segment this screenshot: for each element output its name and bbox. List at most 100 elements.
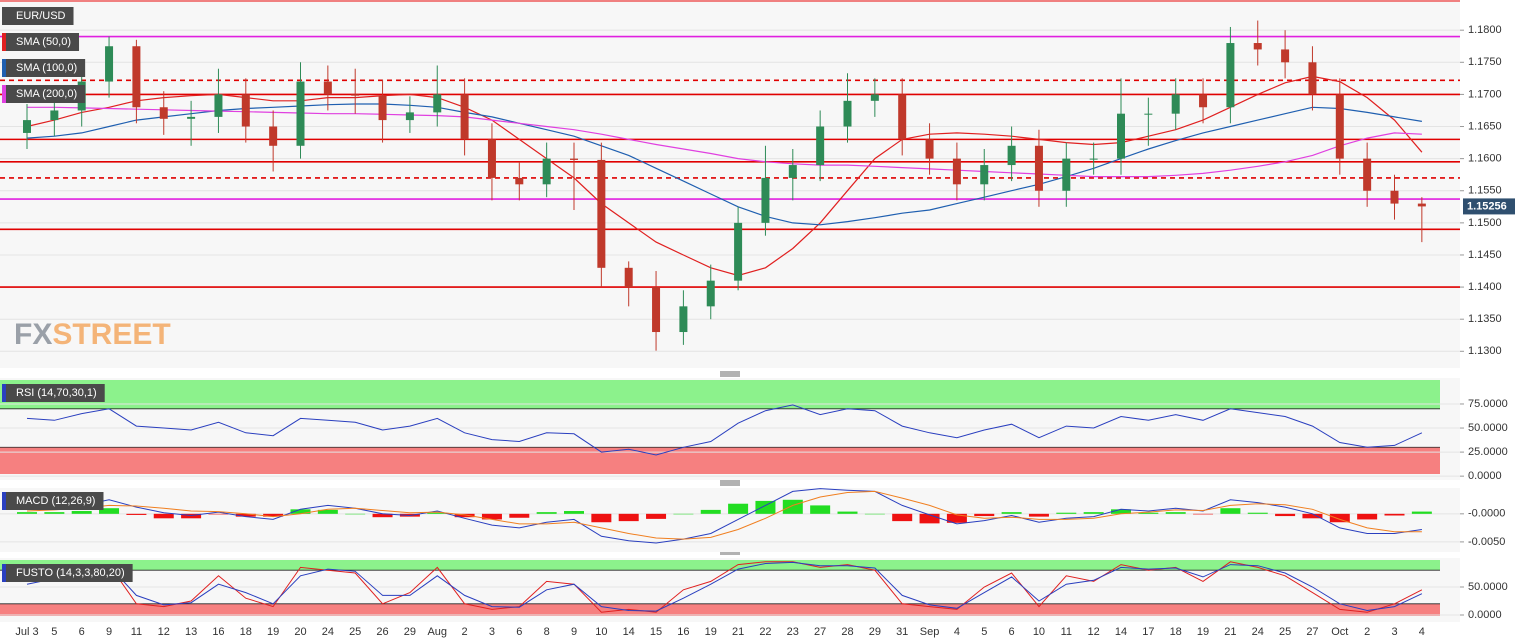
x-tick-label: 27 (814, 626, 826, 638)
candle-body (1117, 113, 1125, 159)
x-tick-label: 4 (954, 626, 960, 638)
histogram-bar (864, 513, 885, 515)
label-strip (2, 564, 6, 582)
y-tick-label: -0.0000 (1468, 508, 1505, 520)
histogram-bar (1001, 512, 1022, 514)
legend-entry: SMA (100,0) (2, 59, 86, 77)
histogram-bar (1411, 511, 1432, 514)
label-strip (2, 384, 6, 402)
histogram-bar (564, 511, 584, 514)
candle-body (105, 46, 114, 82)
y-tick-label: 1.1750 (1468, 56, 1502, 68)
candle-body (1253, 43, 1262, 50)
label-text: MACD (12,26,9) (16, 495, 95, 507)
histogram-bar (44, 512, 65, 514)
candle-body (980, 165, 989, 185)
histogram-bar (1329, 513, 1350, 523)
label-box (2, 85, 86, 103)
histogram-bar (235, 513, 256, 517)
histogram-bar (974, 513, 995, 517)
last-price-label: 1.15256 (1467, 200, 1507, 212)
label-text: SMA (50,0) (16, 36, 71, 48)
histogram-bar (454, 513, 475, 518)
label-box (2, 384, 105, 402)
candle-body (706, 280, 715, 307)
y-tick-label: 1.1350 (1468, 313, 1502, 325)
indicator-line (26, 404, 1423, 456)
watermark-fx: FX (14, 318, 52, 351)
histogram-bar (1302, 513, 1323, 519)
candle-body (925, 139, 934, 159)
histogram-bar (1357, 513, 1378, 520)
y-tick-label: 50.0000 (1468, 581, 1508, 593)
x-tick-label: 25 (349, 626, 361, 638)
macd-line (26, 490, 1422, 540)
y-tick-label: 25.0000 (1468, 446, 1508, 458)
histogram-bar (919, 513, 940, 524)
x-tick-label: 11 (131, 626, 142, 638)
x-tick-label: 24 (1252, 626, 1264, 638)
histogram-bar (317, 509, 338, 514)
candle-body (23, 120, 31, 133)
candle-body (159, 107, 168, 119)
histogram-bar (1056, 512, 1077, 514)
label-strip (2, 492, 6, 510)
candle-body (187, 116, 196, 119)
histogram-bar (673, 513, 694, 515)
y-tick-label: 1.1450 (1468, 249, 1502, 261)
candle-body (734, 222, 743, 281)
y-tick-label: 1.1700 (1468, 88, 1502, 100)
x-tick-label: 4 (1419, 626, 1425, 638)
candle-body (570, 158, 578, 160)
x-tick-label: 29 (404, 626, 416, 638)
x-tick-label: Jul 3 (15, 626, 38, 638)
symbol-label: EUR/USD (2, 7, 74, 25)
candle-body (1417, 203, 1426, 207)
label-strip (2, 59, 6, 77)
candle-body (405, 112, 414, 121)
x-tick-label: Aug (427, 626, 447, 638)
indicator-line (26, 561, 1423, 613)
histogram-bar (372, 513, 393, 518)
x-tick-label: 6 (1009, 626, 1015, 638)
x-tick-label: 26 (376, 626, 388, 638)
histogram-bar (1384, 513, 1405, 516)
x-tick-label: 12 (158, 626, 170, 638)
legend-entry: SMA (50,0) (2, 33, 80, 51)
candle-body (269, 126, 278, 146)
x-tick-label: Sep (920, 626, 940, 638)
candle-body (241, 94, 250, 127)
x-tick-label: 31 (896, 626, 908, 638)
histogram-bar (481, 513, 502, 520)
label-strip (2, 85, 6, 103)
candle-body (652, 287, 661, 333)
histogram-bar (810, 505, 831, 514)
watermark: FX STREET (14, 318, 171, 351)
x-tick-label: 6 (516, 626, 522, 638)
x-tick-label: 16 (212, 626, 224, 638)
x-tick-label: 27 (1306, 626, 1318, 638)
indicator-label: RSI (14,70,30,1) (2, 384, 105, 402)
histogram-bar (71, 511, 92, 514)
candle-body (214, 94, 223, 117)
histogram-bar (427, 512, 448, 514)
histogram-bar (1247, 512, 1268, 514)
histogram-bar (181, 513, 202, 519)
x-tick-label: 8 (544, 626, 550, 638)
x-tick-label: 10 (595, 626, 607, 638)
indicator-label: FUSTO (14,3,3,80,20) (2, 564, 133, 582)
sma-line (27, 106, 1422, 178)
x-tick-label: 2 (1364, 626, 1370, 638)
x-tick-label: 29 (869, 626, 881, 638)
x-tick-label: 20 (294, 626, 306, 638)
candle-body (1308, 62, 1317, 95)
histogram-bar (755, 500, 776, 514)
histogram-bar (646, 513, 667, 519)
y-tick-label: -0.0050 (1468, 536, 1505, 548)
label-text: EUR/USD (16, 10, 66, 22)
histogram-bar (728, 503, 749, 514)
label-box (2, 492, 104, 510)
y-tick-label: 1.1400 (1468, 281, 1502, 293)
candle-body (460, 94, 469, 140)
candle-body (1062, 158, 1071, 191)
